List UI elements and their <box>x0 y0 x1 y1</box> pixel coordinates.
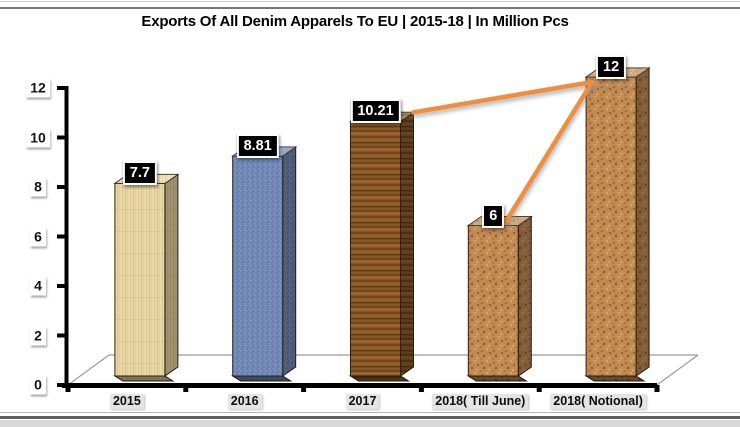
data-label-2018-notional: 12 <box>596 55 627 79</box>
data-label-2017: 10.21 <box>350 99 401 124</box>
trend-line <box>411 79 595 225</box>
data-label-2015: 7.7 <box>122 161 157 186</box>
bar-2017 <box>348 111 416 382</box>
y-axis <box>57 86 69 388</box>
ytick-label-6: 6 <box>30 227 46 246</box>
top-border-dark <box>0 7 740 9</box>
ytick-label-8: 8 <box>30 177 46 197</box>
ytick-label-0: 0 <box>30 375 46 395</box>
xcat-label-2018-till-june: 2018( Till June) <box>432 394 529 409</box>
ytick-label-2: 2 <box>30 326 46 345</box>
ytick-label-10: 10 <box>26 128 50 147</box>
bar-2018-till-june <box>466 215 533 382</box>
xcat-label-2015: 2015 <box>109 394 144 409</box>
ytick-label-4: 4 <box>30 276 46 296</box>
xcat-label-2016: 2016 <box>227 394 262 409</box>
ytick-label-12: 12 <box>26 78 50 98</box>
bar-2016 <box>230 145 298 382</box>
xcat-label-2017: 2017 <box>345 394 380 409</box>
chart-title: Exports Of All Denim Apparels To EU | 20… <box>141 13 569 30</box>
top-border-light <box>0 1 740 2</box>
data-label-2016: 8.81 <box>236 133 279 158</box>
bottom-border-dark <box>0 416 740 419</box>
x-axis <box>62 383 660 392</box>
data-label-2018-till-june: 6 <box>482 203 505 228</box>
bottom-border-light <box>0 412 740 413</box>
bar-2015 <box>113 173 180 382</box>
bar-2018-notional <box>584 67 651 382</box>
bottom-border-band <box>0 420 740 427</box>
xcat-label-2018-notional: 2018( Notional) <box>550 394 646 409</box>
